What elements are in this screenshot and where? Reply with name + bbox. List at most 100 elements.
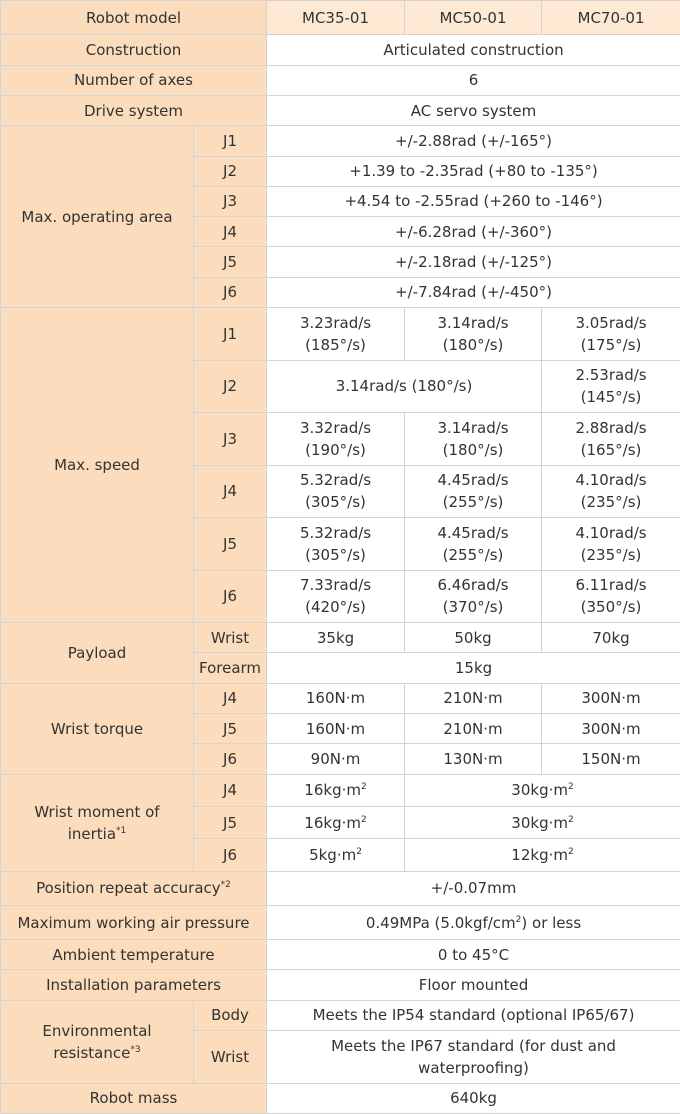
torque-row: J6 90N·m 130N·m 150N·m	[1, 743, 680, 775]
speed-row: J4 5.32rad/s (305°/s) 4.45rad/s (255°/s) 4…	[1, 464, 680, 519]
axis-label: J6	[192, 276, 268, 309]
construction-value: Articulated construction	[266, 34, 680, 66]
env-label: Environmental resistance*3	[0, 999, 194, 1084]
speed-row: J2 3.14rad/s (180°/s) 2.53rad/s (145°/s)	[1, 359, 680, 414]
speed-value: 3.14rad/s (180°/s)	[404, 307, 543, 361]
inertia-row: J5 16kg·m2 30kg·m2	[1, 805, 680, 840]
payload-sub-label: Forearm	[192, 652, 268, 684]
speed-value: 3.32rad/s (190°/s)	[266, 412, 406, 466]
payload-value: 70kg	[541, 622, 680, 654]
operating-area-value: +1.39 to -2.35rad (+80 to -135°)	[266, 155, 680, 187]
axis-label: J6	[192, 569, 268, 624]
air-value: 0.49MPa (5.0kgf/cm2) or less	[266, 904, 680, 941]
operating-area-value: +/-2.88rad (+/-165°)	[266, 125, 680, 157]
axis-label: J1	[192, 307, 268, 361]
speed-value: 5.32rad/s (305°/s)	[266, 517, 406, 571]
env-sub-label: Body	[192, 999, 268, 1032]
inertia-value: 30kg·m2	[404, 773, 680, 807]
install-row: Installation parameters Floor mounted	[0, 969, 680, 1001]
air-label: Maximum working air pressure	[0, 904, 268, 941]
torque-value: 210N·m	[404, 682, 543, 714]
torque-row: Wrist torque J4 160N·m 210N·m 300N·m	[0, 682, 680, 775]
speed-label: Max. speed	[0, 306, 194, 624]
inertia-value: 5kg·m2	[266, 838, 406, 872]
operating-area-value: +/-2.18rad (+/-125°)	[266, 246, 680, 278]
speed-value: 4.45rad/s (255°/s)	[404, 464, 543, 519]
payload-row: Payload Wrist 35kg 50kg 70kg	[0, 622, 680, 684]
torque-value: 210N·m	[404, 712, 543, 745]
header-row: Robot model MC35-01 MC50-01 MC70-01	[0, 0, 680, 36]
payload-value: 15kg	[266, 652, 680, 684]
env-value: Meets the IP67 standard (for dust and wat…	[266, 1030, 680, 1084]
ambient-label: Ambient temperature	[0, 939, 268, 971]
drive-row: Drive system AC servo system	[0, 94, 680, 127]
inertia-value: 12kg·m2	[404, 838, 680, 872]
torque-value: 300N·m	[541, 712, 680, 745]
operating-area-row: J5 +/-2.18rad (+/-125°)	[1, 246, 680, 278]
axis-label: J3	[192, 185, 268, 218]
speed-value: 3.23rad/s (185°/s)	[266, 307, 406, 361]
footnote-mark: *3	[130, 1044, 141, 1055]
payload-label: Payload	[0, 622, 194, 684]
torque-value: 160N·m	[266, 682, 406, 714]
construction-label: Construction	[0, 34, 268, 66]
speed-value: 6.46rad/s (370°/s)	[404, 569, 543, 624]
axes-row: Number of axes 6	[0, 64, 680, 96]
env-row: Environmental resistance*3 Body Meets the…	[0, 999, 680, 1084]
inertia-label: Wrist moment of inertia*1	[0, 773, 194, 872]
torque-value: 300N·m	[541, 682, 680, 714]
speed-row: J6 7.33rad/s (420°/s) 6.46rad/s (370°/s) 6…	[1, 569, 680, 624]
footnote-mark: *1	[116, 825, 127, 836]
axes-label: Number of axes	[0, 64, 268, 96]
env-sub-label: Wrist	[192, 1030, 268, 1084]
speed-value: 3.14rad/s (180°/s)	[266, 359, 543, 414]
axis-label: J2	[192, 155, 268, 187]
axis-label: J5	[192, 517, 268, 571]
inertia-row: Wrist moment of inertia*1 J4 16kg·m2 30kg…	[0, 773, 680, 872]
axis-label: J6	[192, 743, 268, 775]
inertia-value: 16kg·m2	[266, 805, 406, 840]
speed-value: 5.32rad/s (305°/s)	[266, 464, 406, 519]
speed-value: 6.11rad/s (350°/s)	[541, 569, 680, 624]
payload-value: 50kg	[404, 622, 543, 654]
axis-label: J1	[192, 125, 268, 157]
env-row: Wrist Meets the IP67 standard (for dust …	[1, 1030, 680, 1084]
speed-value: 4.45rad/s (255°/s)	[404, 517, 543, 571]
inertia-value: 30kg·m2	[404, 805, 680, 840]
operating-area-value: +/-7.84rad (+/-450°)	[266, 276, 680, 309]
drive-value: AC servo system	[266, 94, 680, 127]
footnote-mark: *2	[220, 880, 231, 891]
axis-label: J5	[192, 246, 268, 278]
axis-label: J3	[192, 412, 268, 466]
speed-value: 2.88rad/s (165°/s)	[541, 412, 680, 466]
speed-value: 3.14rad/s (180°/s)	[404, 412, 543, 466]
construction-row: Construction Articulated construction	[0, 34, 680, 66]
torque-value: 160N·m	[266, 712, 406, 745]
torque-label: Wrist torque	[0, 682, 194, 775]
operating-area-row: J3 +4.54 to -2.55rad (+260 to -146°)	[1, 185, 680, 218]
inertia-row: J6 5kg·m2 12kg·m2	[1, 838, 680, 872]
robot-model-label: Robot model	[0, 0, 268, 36]
axis-label: J5	[192, 805, 268, 840]
speed-row: J3 3.32rad/s (190°/s) 3.14rad/s (180°/s) 2…	[1, 412, 680, 466]
inertia-value: 16kg·m2	[266, 773, 406, 807]
speed-value: 3.05rad/s (175°/s)	[541, 307, 680, 361]
torque-value: 90N·m	[266, 743, 406, 775]
repeat-row: Position repeat accuracy*2 +/-0.07mm	[0, 870, 680, 906]
model-mc35: MC35-01	[266, 0, 406, 36]
operating-area-label: Max. operating area	[0, 125, 194, 308]
speed-row: Max. speed J1 3.23rad/s (185°/s) 3.14rad/…	[0, 306, 680, 624]
operating-area-value: +4.54 to -2.55rad (+260 to -146°)	[266, 185, 680, 218]
mass-value: 640kg	[266, 1082, 680, 1114]
repeat-value: +/-0.07mm	[266, 870, 680, 906]
axis-label: J4	[192, 682, 268, 714]
operating-area-row: J4 +/-6.28rad (+/-360°)	[1, 216, 680, 248]
ambient-row: Ambient temperature 0 to 45°C	[0, 939, 680, 971]
payload-sub-label: Wrist	[192, 622, 268, 654]
install-value: Floor mounted	[266, 969, 680, 1001]
axis-label: J6	[192, 838, 268, 872]
payload-value: 35kg	[266, 622, 406, 654]
axis-label: J2	[192, 359, 268, 414]
air-row: Maximum working air pressure 0.49MPa (5.…	[0, 904, 680, 941]
